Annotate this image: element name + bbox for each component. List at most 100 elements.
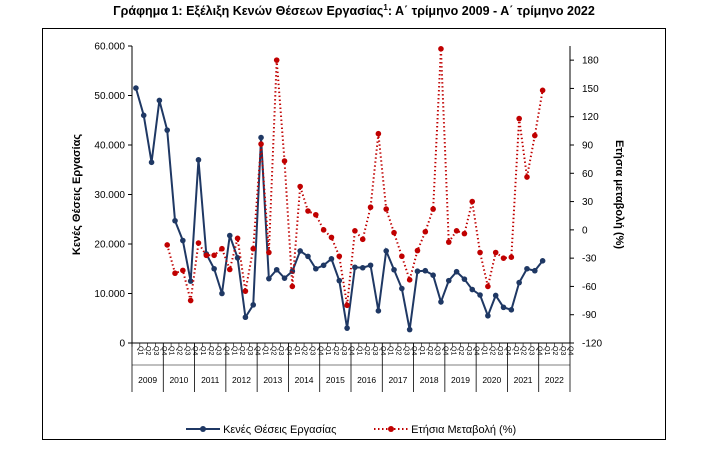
x-quarter-label: Q2 (363, 346, 370, 355)
change-point (367, 204, 374, 211)
change-point (297, 183, 303, 190)
left-axis-tick-label: 20.000 (94, 240, 125, 251)
vacancies-point (344, 325, 350, 331)
x-year-label: 2016 (357, 375, 376, 385)
vacancies-point (516, 279, 522, 286)
x-quarter-label: Q3 (559, 346, 566, 355)
vacancies-point (406, 326, 413, 333)
change-point (234, 235, 241, 242)
right-axis-tick-label: 90 (582, 141, 594, 152)
change-point (524, 174, 530, 180)
right-axis-tick-label: -60 (582, 282, 597, 293)
x-year-label: 2019 (451, 375, 470, 385)
x-quarter-label: Q3 (434, 346, 441, 355)
vacancies-point (422, 267, 429, 274)
vacancies-point (234, 255, 241, 261)
vacancies-point (140, 112, 147, 119)
x-quarter-label: Q1 (262, 346, 269, 355)
change-point (344, 302, 350, 309)
change-point (320, 227, 327, 233)
right-axis-tick-label: 180 (582, 56, 599, 67)
x-quarter-label: Q3 (277, 346, 284, 355)
vacancies-point (273, 266, 280, 273)
right-axis-tick-label: 150 (582, 84, 599, 95)
x-year-label: 2018 (420, 375, 439, 385)
vacancies-point (399, 285, 405, 292)
vacancies-point (391, 266, 397, 273)
change-point (164, 242, 170, 248)
change-point (187, 297, 194, 304)
x-quarter-label: Q3 (371, 346, 378, 355)
change-point (195, 240, 202, 246)
change-point (391, 229, 397, 236)
x-quarter-label: Q3 (215, 346, 222, 355)
change-point (273, 57, 280, 63)
vacancies-point (508, 307, 515, 313)
change-point (226, 266, 233, 273)
vacancies-point (492, 292, 499, 299)
left-axis-tick-label: 60.000 (94, 42, 125, 53)
vacancies-point (250, 302, 257, 308)
vacancies-point (367, 262, 374, 269)
vacancies-point (438, 299, 444, 305)
vacancies-point (328, 256, 335, 262)
vacancies-point (172, 217, 178, 224)
right-axis-tick-label: -90 (582, 310, 597, 321)
vacancies-point (383, 248, 390, 254)
vacancies-point (461, 276, 468, 282)
x-year-label: 2015 (326, 375, 345, 385)
left-axis-tick-label: 50.000 (94, 91, 125, 102)
x-quarter-label: Q1 (387, 346, 394, 355)
x-quarter-label: Q3 (496, 346, 503, 355)
vacancies-point (352, 264, 358, 271)
change-point (414, 247, 421, 254)
change-point (266, 249, 272, 256)
legend-change-label: Ετήσια Μεταβολή (%) (411, 424, 517, 436)
x-quarter-label: Q3 (246, 346, 253, 355)
change-point (383, 206, 390, 212)
legend-change: Ετήσια Μεταβολή (%) (374, 423, 516, 436)
legend-change-swatch (374, 426, 408, 432)
change-point (219, 245, 225, 252)
x-quarter-label: Q1 (136, 346, 143, 355)
right-axis-tick-label: 60 (582, 169, 594, 180)
right-axis-title: Ετήσια μεταβολή (%) (613, 140, 625, 249)
x-year-label: 2010 (169, 375, 188, 385)
x-quarter-label: Q2 (238, 346, 245, 355)
vacancies-point (211, 265, 217, 272)
vacancies-point (539, 258, 546, 264)
change-point (485, 283, 491, 290)
change-point (281, 158, 288, 164)
change-point (477, 249, 483, 256)
vacancies-point (469, 286, 476, 293)
left-axis-title: Κενές Θέσεις Εργασίας (71, 134, 83, 255)
x-quarter-label: Q2 (457, 346, 464, 355)
x-quarter-label: Q3 (152, 346, 159, 355)
chart-title-main: Γράφημα 1: Εξέλιξη Κενών Θέσεων Εργασίας (113, 4, 384, 19)
x-year-label: 2021 (514, 375, 533, 385)
change-point (461, 230, 468, 237)
vacancies-point (359, 264, 366, 271)
change-point (492, 249, 499, 256)
x-quarter-label: Q2 (488, 346, 495, 355)
right-axis-tick-label: -120 (582, 339, 602, 350)
change-point (469, 198, 476, 205)
x-quarter-label: Q1 (355, 346, 362, 355)
x-quarter-label: Q1 (449, 346, 456, 355)
change-point (516, 115, 522, 122)
x-year-label: 2012 (232, 375, 251, 385)
change-point (508, 254, 515, 260)
vacancies-point (500, 304, 507, 311)
x-quarter-label: Q1 (168, 346, 175, 355)
change-point (180, 267, 186, 274)
left-axis-tick-label: 40.000 (94, 141, 125, 152)
change-point (422, 228, 429, 235)
change-point (242, 288, 249, 294)
x-year-label: 2009 (138, 375, 157, 385)
change-point (250, 245, 257, 252)
legend-vacancies-label: Κενές Θέσεις Εργασίας (223, 424, 337, 436)
vacancies-point (187, 278, 194, 284)
change-point (258, 141, 264, 147)
vacancies-point (266, 275, 272, 282)
